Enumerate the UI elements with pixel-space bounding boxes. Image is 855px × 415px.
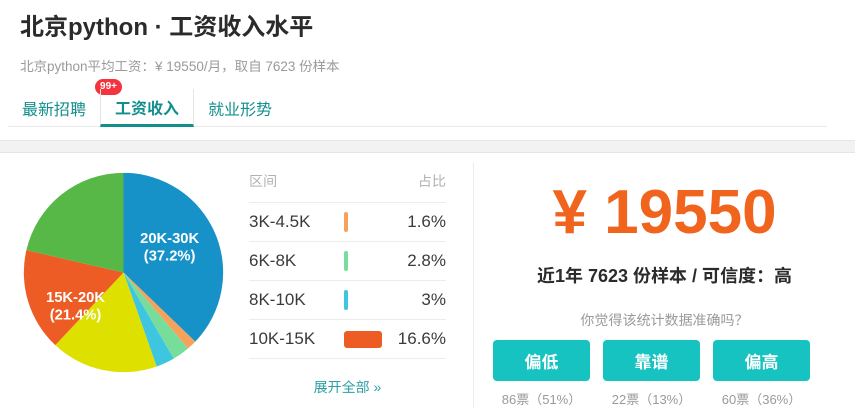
svg-text:(37.2%): (37.2%) — [144, 249, 196, 265]
svg-text:15K-20K: 15K-20K — [46, 290, 105, 306]
svg-text:20K-30K: 20K-30K — [140, 231, 199, 247]
svg-text:(21.4%): (21.4%) — [50, 308, 102, 324]
